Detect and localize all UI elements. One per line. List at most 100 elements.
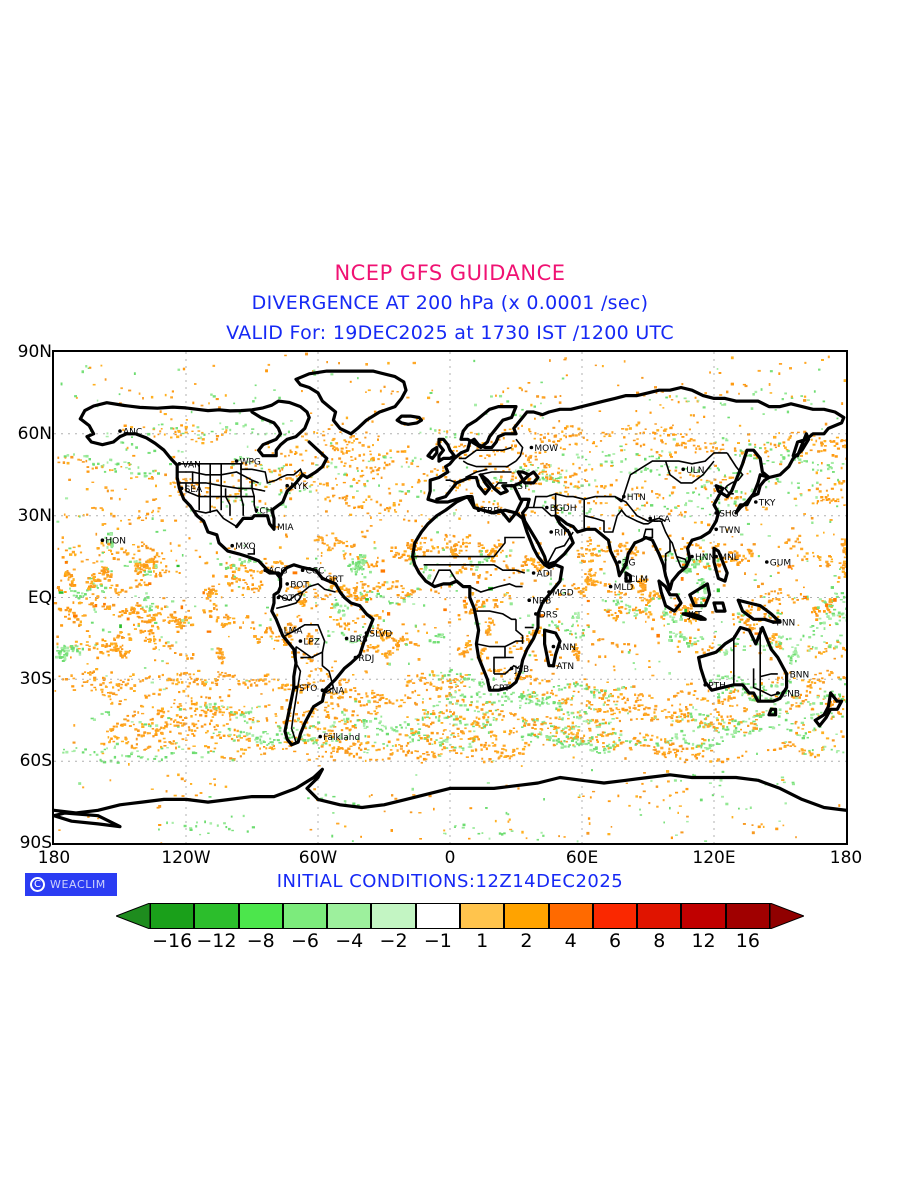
field-cell xyxy=(239,755,242,758)
field-cell xyxy=(152,735,155,738)
field-cell xyxy=(142,569,146,572)
field-cell xyxy=(289,624,293,627)
field-cell xyxy=(381,583,385,587)
field-cell xyxy=(630,556,634,560)
field-cell xyxy=(355,585,358,589)
field-cell xyxy=(509,647,512,650)
field-cell xyxy=(483,602,486,605)
field-cell xyxy=(200,756,204,759)
field-cell xyxy=(819,565,822,567)
field-cell xyxy=(328,572,332,575)
field-cell xyxy=(89,585,93,588)
field-cell xyxy=(329,616,332,618)
field-cell xyxy=(334,537,338,540)
field-cell xyxy=(708,568,712,571)
field-cell xyxy=(257,641,261,643)
field-cell xyxy=(298,683,301,687)
field-cell xyxy=(256,570,259,573)
field-cell xyxy=(422,551,426,553)
field-cell xyxy=(203,723,207,726)
field-cell xyxy=(478,606,482,608)
field-cell xyxy=(690,644,693,647)
field-cell xyxy=(832,614,836,617)
field-cell xyxy=(381,653,384,655)
field-cell xyxy=(460,570,463,574)
field-cell xyxy=(117,615,122,618)
field-cell xyxy=(304,591,308,593)
field-cell xyxy=(798,750,801,753)
field-cell xyxy=(208,591,211,594)
field-cell xyxy=(214,593,218,595)
field-cell xyxy=(260,571,262,574)
field-cell xyxy=(124,590,128,593)
field-cell xyxy=(402,598,406,601)
field-cell xyxy=(58,652,61,655)
field-cell xyxy=(373,614,377,617)
field-cell xyxy=(177,621,181,624)
field-cell xyxy=(60,646,64,650)
field-cell xyxy=(119,591,122,594)
field-cell xyxy=(590,574,595,577)
field-cell xyxy=(307,632,311,636)
field-cell xyxy=(538,631,541,633)
field-cell xyxy=(288,745,291,747)
field-cell xyxy=(500,543,503,546)
field-cell xyxy=(826,563,830,566)
field-cell xyxy=(475,692,479,695)
field-cell xyxy=(701,583,704,586)
field-cell xyxy=(680,612,683,614)
field-cell xyxy=(645,612,648,616)
field-cell xyxy=(738,554,741,557)
field-cell xyxy=(669,611,672,614)
field-cell xyxy=(269,628,272,631)
field-cell xyxy=(153,638,156,641)
field-cell xyxy=(477,542,481,545)
field-cell xyxy=(842,561,845,565)
field-cell xyxy=(139,631,142,634)
field-cell xyxy=(145,567,149,569)
field-cell xyxy=(349,553,352,556)
field-cell xyxy=(801,597,804,600)
field-cell xyxy=(270,630,273,633)
page-title: NCEP GFS GUIDANCE xyxy=(334,261,566,285)
field-cell xyxy=(535,567,539,570)
field-cell xyxy=(637,704,641,707)
field-cell xyxy=(300,738,304,740)
field-cell xyxy=(356,582,359,584)
field-cell xyxy=(358,746,361,750)
field-cell xyxy=(469,610,472,614)
field-cell xyxy=(141,630,145,634)
field-cell xyxy=(762,648,766,651)
field-cell xyxy=(711,642,714,645)
field-cell xyxy=(342,633,346,637)
field-cell xyxy=(298,591,302,593)
field-cell xyxy=(532,563,535,566)
field-cell xyxy=(717,544,720,547)
field-cell xyxy=(243,735,247,738)
field-cell xyxy=(71,584,75,587)
field-cell xyxy=(630,585,634,588)
field-cell xyxy=(376,560,379,563)
field-cell xyxy=(328,744,331,747)
field-cell xyxy=(679,560,683,563)
field-cell xyxy=(488,626,491,630)
field-cell xyxy=(364,747,367,750)
field-cell xyxy=(487,554,490,556)
field-cell xyxy=(748,732,752,735)
field-cell xyxy=(66,570,69,572)
field-cell xyxy=(577,650,581,653)
field-cell xyxy=(303,683,306,687)
field-cell xyxy=(437,550,440,553)
field-cell xyxy=(92,562,96,564)
field-cell xyxy=(428,574,431,577)
field-cell xyxy=(303,741,307,745)
field-cell xyxy=(186,657,189,660)
field-cell xyxy=(272,744,275,747)
field-cell xyxy=(802,724,805,726)
field-cell xyxy=(370,631,374,634)
field-cell xyxy=(293,586,297,590)
field-cell xyxy=(207,595,210,598)
field-cell xyxy=(844,574,846,578)
field-cell xyxy=(678,632,682,635)
field-cell xyxy=(690,605,693,608)
